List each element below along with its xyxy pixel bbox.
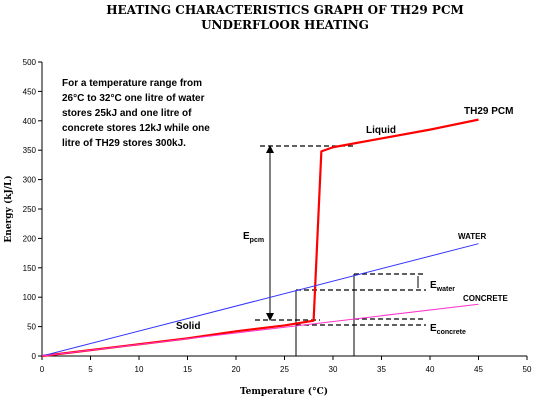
x-tick-label: 30 [329,365,338,374]
liquid-annotation: Liquid [366,125,396,136]
y-tick-label: 450 [23,87,37,96]
x-tick-label: 15 [183,365,192,374]
y-tick-label: 200 [23,234,37,243]
y-tick-label: 400 [23,117,37,126]
e-concrete-annotation: Econcrete [430,323,466,336]
concrete-series-line [41,303,479,357]
e-pcm-main: E [243,231,250,242]
x-tick-label: 40 [426,365,435,374]
x-axis-label: Temperature (°C) [240,386,328,397]
water-series-line [41,243,479,357]
e-pcm-sub: pcm [250,237,264,244]
y-tick-label: 100 [23,293,37,302]
helper-lines [255,145,426,356]
chart-note-line: litre of TH29 stores 300kJ. [62,138,186,149]
th29-label: TH29 PCM [464,106,513,117]
x-tick-label: 35 [377,365,386,374]
y-tick-label: 150 [23,264,37,273]
e-concrete-sub: concrete [437,329,466,336]
e-water-main: E [430,280,437,291]
y-tick-label: 0 [32,352,37,361]
e-water-sub: water [436,286,456,293]
e-pcm-annotation: Epcm [243,231,264,244]
y-ticks: 0 50 100 150 200 250 300 350 400 450 500 [23,58,42,361]
y-tick-label: 250 [23,205,37,214]
concrete-label: CONCRETE [463,294,509,303]
x-tick-label: 5 [88,365,93,374]
e-concrete-main: E [430,323,437,334]
e-water-annotation: Ewater [430,280,455,293]
y-tick-label: 50 [27,323,36,332]
plot-area: 0 5 10 15 20 25 30 35 40 45 50 0 50 100 150 200 250 300 3… [23,58,532,374]
chart-note-line: concrete stores 12kJ while one [62,123,210,134]
series-lines [41,118,479,358]
chart-note: For a temperature range from 26°C to 32°C… [62,78,210,149]
chart-note-line: 26°C to 32°C one litre of water [62,93,205,104]
x-tick-label: 10 [135,365,144,374]
x-tick-label: 25 [280,365,289,374]
water-label: WATER [458,232,487,241]
chart-subtitle: UNDERFLOOR HEATING [201,18,369,32]
solid-annotation: Solid [176,321,200,332]
y-tick-label: 500 [23,58,37,67]
x-tick-label: 20 [232,365,241,374]
y-axis-label: Energy (kJ/L) [3,175,14,242]
chart-note-line: For a temperature range from [62,78,202,89]
x-tick-label: 50 [523,365,532,374]
chart-title: HEATING CHARACTERISTICS GRAPH OF TH29 PC… [106,3,464,17]
x-tick-label: 0 [40,365,45,374]
x-ticks: 0 5 10 15 20 25 30 35 40 45 50 [40,356,532,374]
x-tick-label: 45 [474,365,483,374]
y-tick-label: 300 [23,176,37,185]
chart-note-line: stores 25kJ and one litre of [62,108,192,119]
y-tick-label: 350 [23,146,37,155]
